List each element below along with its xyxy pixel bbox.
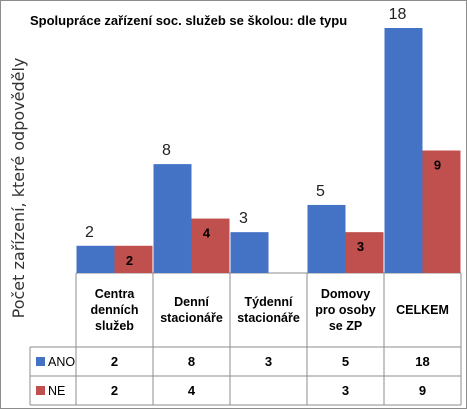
bar-ano-3 <box>307 204 346 273</box>
legend-label-ne: NE <box>48 384 65 398</box>
table-cell-ano-0: 2 <box>111 354 118 369</box>
bar-ano-2 <box>230 232 269 273</box>
table-cell-ne-3: 3 <box>342 383 349 398</box>
category-label-line: služeb <box>95 319 134 333</box>
bar-labels: 2 8 3 5 18 2 4 3 9 <box>85 6 441 268</box>
data-label-ano-0: 2 <box>85 224 94 241</box>
table-cell-ne-0: 2 <box>111 383 118 398</box>
bar-ano-1 <box>153 164 192 273</box>
category-label-line: denních <box>91 303 139 317</box>
legend-label-ano: ANO <box>48 355 75 369</box>
table-cell-ano-1: 8 <box>188 354 195 369</box>
table-cell-ne-4: 9 <box>419 383 426 398</box>
data-label-ne-1: 4 <box>203 226 211 241</box>
data-label-ne-4: 9 <box>434 158 441 173</box>
data-label-ne-3: 3 <box>357 239 364 254</box>
category-label-line: stacionáře <box>160 311 223 325</box>
category-label-line: stacionáře <box>237 311 300 325</box>
bar-ne-4 <box>422 150 461 273</box>
data-label-ano-4: 18 <box>389 6 407 23</box>
legend-swatch-ne <box>36 386 45 395</box>
bar-ne-3 <box>345 232 384 273</box>
table-cell-ano-4: 18 <box>415 354 429 369</box>
bar-ano-0 <box>76 245 115 273</box>
legend-swatch-ano <box>36 357 45 366</box>
data-table-cells: 2 8 3 5 18 2 4 3 9 <box>111 354 430 398</box>
bar-ne-1 <box>191 218 230 273</box>
data-label-ne-0: 2 <box>126 253 133 268</box>
table-cell-ano-3: 5 <box>342 354 349 369</box>
category-label-line: Domovy <box>321 287 370 301</box>
category-label-0: Centra denních služeb <box>91 287 139 333</box>
category-label-line: Týdenní <box>245 295 293 309</box>
chart-title: Spolupráce zařízení soc. služeb se školo… <box>30 13 347 28</box>
table-cell-ne-1: 4 <box>188 383 196 398</box>
bar-ano-4 <box>384 28 423 273</box>
category-label-line: se ZP <box>329 319 362 333</box>
bars <box>76 28 461 273</box>
category-label-line: Centra <box>95 287 136 301</box>
data-label-ano-3: 5 <box>316 183 325 200</box>
legend-rows: ANO NE <box>36 355 75 398</box>
category-label-line: CELKEM <box>396 303 449 317</box>
category-label-1: Denní stacionáře <box>160 295 223 325</box>
category-label-4: CELKEM <box>396 303 449 317</box>
category-label-line: Denní <box>174 295 209 309</box>
data-label-ano-2: 3 <box>239 210 248 227</box>
category-label-3: Domovy pro osoby se ZP <box>315 287 375 333</box>
category-label-line: pro osoby <box>315 303 375 317</box>
bar-ne-0 <box>114 245 153 273</box>
data-label-ano-1: 8 <box>162 142 171 159</box>
category-label-2: Týdenní stacionáře <box>237 295 300 325</box>
y-axis-label: Počet zařízení, které odpověděly <box>9 58 28 319</box>
table-cell-ano-2: 3 <box>265 354 272 369</box>
